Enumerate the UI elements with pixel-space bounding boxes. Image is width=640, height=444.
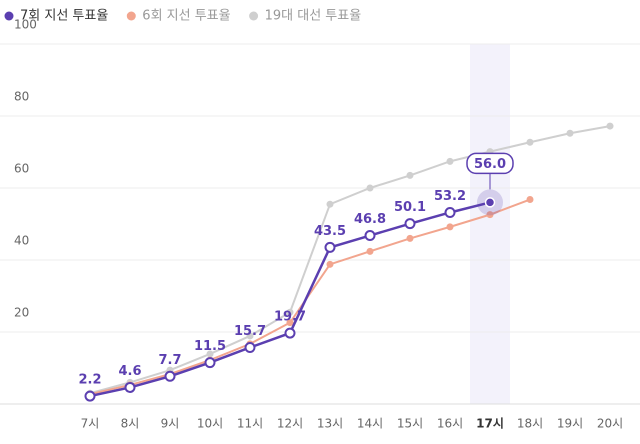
point	[366, 184, 374, 192]
series-line	[89, 125, 611, 395]
point	[526, 138, 534, 146]
x-tick-label: 12시	[277, 417, 303, 431]
data-label: 11.5	[194, 339, 226, 354]
point	[164, 370, 176, 382]
legend-label: 7회 지선 투표율	[20, 9, 108, 24]
x-tick-label: 9시	[161, 417, 180, 431]
callout-box	[466, 152, 514, 175]
point	[124, 381, 136, 393]
data-label: 2.2	[78, 373, 101, 388]
point	[446, 157, 454, 165]
point	[326, 200, 334, 208]
x-tick-label: 8시	[121, 417, 140, 431]
y-tick-label: 20	[14, 306, 29, 320]
legend-marker	[249, 11, 259, 21]
point	[406, 171, 414, 179]
data-label: 53.2	[434, 189, 466, 204]
point	[444, 206, 456, 218]
point	[364, 230, 376, 242]
point	[486, 211, 494, 219]
x-tick-label: 13시	[317, 417, 343, 431]
series-line	[89, 201, 491, 398]
point	[244, 341, 256, 353]
data-label: 15.7	[234, 324, 266, 339]
x-tick-label: 11시	[237, 417, 263, 431]
x-tick-label: 19시	[557, 417, 583, 431]
point	[406, 234, 414, 242]
point	[446, 223, 454, 231]
point	[286, 319, 294, 327]
x-tick-label: 18시	[517, 417, 543, 431]
x-tick-label: 17시	[476, 417, 504, 431]
y-tick-label: 100	[14, 18, 37, 32]
x-tick-label: 15시	[397, 417, 423, 431]
data-label: 56.0	[474, 157, 506, 172]
data-label: 19.7	[274, 310, 306, 325]
y-tick-label: 60	[14, 162, 29, 176]
legend-label: 19대 대선 투표율	[265, 9, 362, 24]
point	[326, 260, 334, 268]
point	[84, 390, 96, 402]
point	[204, 357, 216, 369]
x-tick-label: 14시	[357, 417, 383, 431]
point	[404, 218, 416, 230]
point	[246, 332, 254, 340]
y-tick-label: 40	[14, 234, 29, 248]
data-label: 46.8	[354, 212, 386, 227]
highlight-band	[470, 44, 510, 404]
x-tick-label: 7시	[81, 417, 100, 431]
point	[324, 241, 336, 253]
point	[526, 196, 534, 204]
x-tick-label: 10시	[197, 417, 223, 431]
point	[566, 129, 574, 137]
point	[284, 327, 296, 339]
legend-marker	[126, 11, 136, 21]
data-label: 50.1	[394, 200, 426, 215]
point	[206, 350, 214, 358]
data-label: 4.6	[118, 364, 141, 379]
x-tick-label: 20시	[597, 417, 623, 431]
data-label: 7.7	[158, 353, 181, 368]
point	[366, 247, 374, 255]
point	[606, 122, 614, 130]
legend-marker	[4, 11, 14, 21]
point	[286, 308, 294, 316]
legend-label: 6회 지선 투표율	[142, 9, 230, 24]
x-tick-label: 16시	[437, 417, 463, 431]
data-label: 43.5	[314, 224, 346, 239]
y-tick-label: 80	[14, 90, 29, 104]
point	[484, 197, 496, 208]
series-line	[89, 198, 531, 396]
